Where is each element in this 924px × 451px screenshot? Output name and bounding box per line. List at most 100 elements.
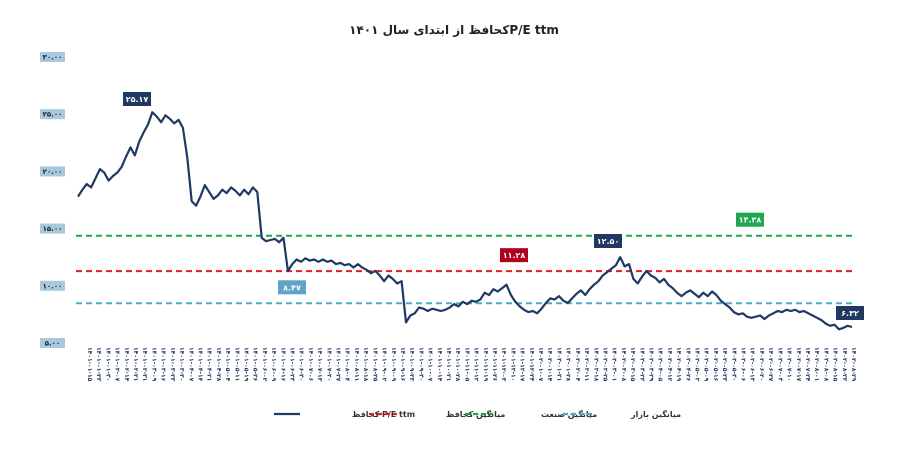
x-tick-label: ۱۴۰۲-۰۸-۰۱ — [813, 347, 820, 381]
x-tick-label: ۱۴۰۱-۰۹-۳۰ — [417, 347, 424, 381]
x-tick-label: ۱۴۰۱-۰۸-۲۵ — [371, 347, 378, 382]
y-tick-label: ۱۵.۰۰ — [43, 225, 63, 233]
x-tick-label: ۱۴۰۲-۰۵-۰۲ — [694, 347, 701, 382]
x-tick-label: ۱۴۰۲-۰۷-۲۴ — [804, 347, 811, 382]
x-tick-label: ۱۴۰۲-۰۷-۰۳ — [776, 347, 783, 382]
reference-value-label: ۱۱.۲۸ — [503, 251, 526, 260]
x-tick-label: ۱۴۰۱-۰۱-۲۳ — [95, 347, 102, 382]
x-tick-label: ۱۴۰۱-۰۳-۰۹ — [150, 347, 157, 382]
x-tick-label: ۱۴۰۱-۰۴-۱۴ — [197, 347, 204, 382]
x-tick-label: ۱۴۰۱-۰۶-۰۲ — [261, 347, 268, 382]
x-tick-label: ۱۴۰۲-۰۵-۲۳ — [721, 347, 728, 382]
x-tick-label: ۱۴۰۲-۰۸-۰۸ — [822, 347, 829, 382]
x-axis: ۱۴۰۱-۰۱-۱۵ ۱۴۰۱-۰۱-۲۳ ۱۴۰۱-۰۱-۳۰ ۱۴۰۱-۰۲-۰۷… — [86, 347, 857, 382]
x-tick-label: ۱۴۰۲-۰۸-۲۹ — [850, 347, 857, 382]
x-tick-label: ۱۴۰۱-۱۲-۱۰ — [509, 347, 516, 381]
x-tick-label: ۱۴۰۱-۰۱-۳۰ — [104, 347, 111, 381]
x-tick-label: ۱۴۰۲-۰۳-۲۹ — [648, 347, 655, 382]
x-tick-label: ۱۴۰۱-۰۷-۰۶ — [307, 347, 314, 382]
x-tick-label: ۱۴۰۲-۰۴-۲۶ — [684, 347, 691, 382]
reference-value-label-bg — [278, 280, 306, 295]
x-tick-label: ۱۴۰۱-۰۷-۲۷ — [335, 347, 342, 382]
data-label-bg — [836, 306, 864, 320]
x-tick-label: ۱۴۰۱-۰۴-۰۷ — [187, 347, 194, 382]
x-tick-label: ۱۴۰۱-۰۵-۰۴ — [224, 347, 231, 382]
x-tick-label: ۱۴۰۱-۰۹-۰۹ — [390, 347, 397, 382]
x-tick-label: ۱۴۰۲-۰۸-۱۵ — [832, 347, 839, 382]
x-tick-label: ۱۴۰۱-۱۰-۰۷ — [427, 347, 434, 382]
x-tick-label: ۱۴۰۱-۰۸-۰۴ — [344, 347, 351, 382]
x-tick-label: ۱۴۰۱-۰۶-۰۹ — [270, 347, 277, 382]
x-tick-label: ۱۴۰۲-۰۲-۱۸ — [592, 347, 599, 382]
x-tick-label: ۱۴۰۲-۰۳-۱۵ — [629, 347, 636, 382]
x-tick-label: ۱۴۰۲-۰۴-۱۲ — [666, 347, 673, 382]
y-tick-bg — [40, 223, 65, 234]
x-tick-label: ۱۴۰۱-۰۳-۲۳ — [169, 347, 176, 382]
x-tick-label: ۱۴۰۲-۰۲-۱۱ — [583, 347, 590, 381]
data-label: ۱۲.۵۰ — [597, 237, 620, 246]
x-tick-label: ۱۴۰۱-۰۶-۳۰ — [298, 347, 305, 381]
x-tick-label: ۱۴۰۱-۰۱-۱۵ — [86, 347, 93, 382]
x-tick-label: ۱۴۰۲-۰۵-۱۶ — [712, 347, 719, 382]
x-tick-label: ۱۴۰۲-۰۶-۲۰ — [758, 347, 765, 381]
y-tick-label: ۲۵.۰۰ — [43, 111, 63, 119]
x-tick-label: ۱۴۰۲-۰۴-۰۵ — [657, 347, 664, 382]
chart-title: P/E ttmکحافظ از ابتدای سال ۱۴۰۱ — [349, 23, 559, 37]
x-tick-label: ۱۴۰۱-۰۳-۳۰ — [178, 347, 185, 381]
reference-value-label: ۱۴.۳۸ — [739, 216, 762, 225]
x-tick-label: ۱۴۰۱-۰۹-۱۶ — [399, 347, 406, 382]
x-tick-label: ۱۴۰۱-۰۸-۱۸ — [362, 347, 369, 382]
x-tick-label: ۱۴۰۱-۱۰-۱۴ — [436, 347, 443, 382]
y-tick-label: ۱۰.۰۰ — [43, 282, 63, 290]
series-group — [77, 111, 853, 331]
x-tick-label: ۱۴۰۱-۱۲-۱۷ — [519, 347, 526, 382]
x-tick-label: ۱۴۰۲-۰۷-۱۰ — [786, 347, 793, 381]
x-tick-label: ۱۴۰۲-۰۱-۲۱ — [555, 347, 562, 381]
x-tick-label: ۱۴۰۲-۰۳-۰۱ — [611, 347, 618, 381]
legend-label: P/E ttm کحافظ — [352, 410, 415, 419]
x-tick-label: ۱۴۰۱-۰۷-۱۳ — [316, 347, 323, 382]
x-tick-label: ۱۴۰۱-۰۲-۲۱ — [132, 347, 139, 381]
x-tick-label: ۱۴۰۲-۰۵-۳۰ — [730, 347, 737, 381]
x-tick-label: ۱۴۰۱-۱۲-۲۴ — [528, 347, 535, 382]
x-tick-label: ۱۴۰۱-۱۱-۱۹ — [482, 347, 489, 382]
x-tick-label: ۱۴۰۱-۱۱-۰۵ — [463, 347, 470, 382]
x-tick-label: ۱۴۰۲-۰۶-۲۷ — [767, 347, 774, 382]
x-tick-label: ۱۴۰۱-۱۱-۱۲ — [473, 347, 480, 382]
x-tick-label: ۱۴۰۲-۰۱-۰۷ — [537, 347, 544, 382]
x-tick-label: ۱۴۰۲-۰۷-۱۷ — [795, 347, 802, 382]
x-tick-label: ۱۴۰۱-۰۲-۰۷ — [114, 347, 121, 382]
data-label: ۲۵.۱۷ — [126, 95, 149, 104]
y-axis: ۵.۰۰ ۱۰.۰۰ ۱۵.۰۰ ۲۰.۰۰ ۲۵.۰۰ ۳۰.۰۰ — [40, 52, 65, 348]
x-tick-label: ۱۴۰۲-۰۲-۰۴ — [574, 347, 581, 382]
x-tick-label: ۱۴۰۱-۰۶-۱۶ — [279, 347, 286, 382]
y-tick-bg — [40, 166, 65, 177]
x-tick-label: ۱۴۰۲-۰۱-۱۴ — [546, 347, 553, 382]
legend-label: میانگین صنعت — [541, 409, 597, 419]
y-tick-bg — [40, 280, 65, 291]
x-tick-label: ۱۴۰۲-۰۵-۰۹ — [703, 347, 710, 382]
x-tick-label: ۱۴۰۲-۰۴-۱۹ — [675, 347, 682, 382]
x-tick-label: ۱۴۰۱-۰۴-۲۸ — [215, 347, 222, 382]
y-tick-bg — [40, 109, 65, 120]
x-tick-label: ۱۴۰۲-۰۳-۰۸ — [620, 347, 627, 382]
legend-label: میانگین بازار — [630, 409, 681, 419]
x-tick-label: ۱۴۰۱-۱۲-۰۳ — [500, 347, 507, 382]
x-tick-label: ۱۴۰۱-۰۵-۲۶ — [252, 347, 259, 382]
x-tick-label: ۱۴۰۱-۰۵-۱۹ — [243, 347, 250, 382]
x-tick-label: ۱۴۰۲-۰۲-۲۵ — [602, 347, 609, 382]
x-tick-label: ۱۴۰۱-۰۶-۲۳ — [289, 347, 296, 382]
x-tick-label: ۱۴۰۱-۱۰-۲۸ — [454, 347, 461, 382]
x-tick-label: ۱۴۰۱-۱۰-۲۱ — [445, 347, 452, 381]
x-tick-label: ۱۴۰۱-۱۱-۲۶ — [491, 347, 498, 382]
x-tick-label: ۱۴۰۱-۰۲-۱۴ — [123, 347, 130, 382]
reference-value-label-bg — [736, 212, 764, 227]
x-tick-label: ۱۴۰۲-۰۳-۲۲ — [638, 347, 645, 382]
reference-value-label-bg — [500, 248, 528, 263]
x-tick-label: ۱۴۰۱-۰۲-۳۱ — [141, 347, 148, 381]
x-tick-label: ۱۴۰۲-۰۶-۱۳ — [749, 347, 756, 382]
x-tick-label: ۱۴۰۱-۰۷-۲۰ — [325, 347, 332, 381]
reference-lines — [76, 234, 852, 305]
